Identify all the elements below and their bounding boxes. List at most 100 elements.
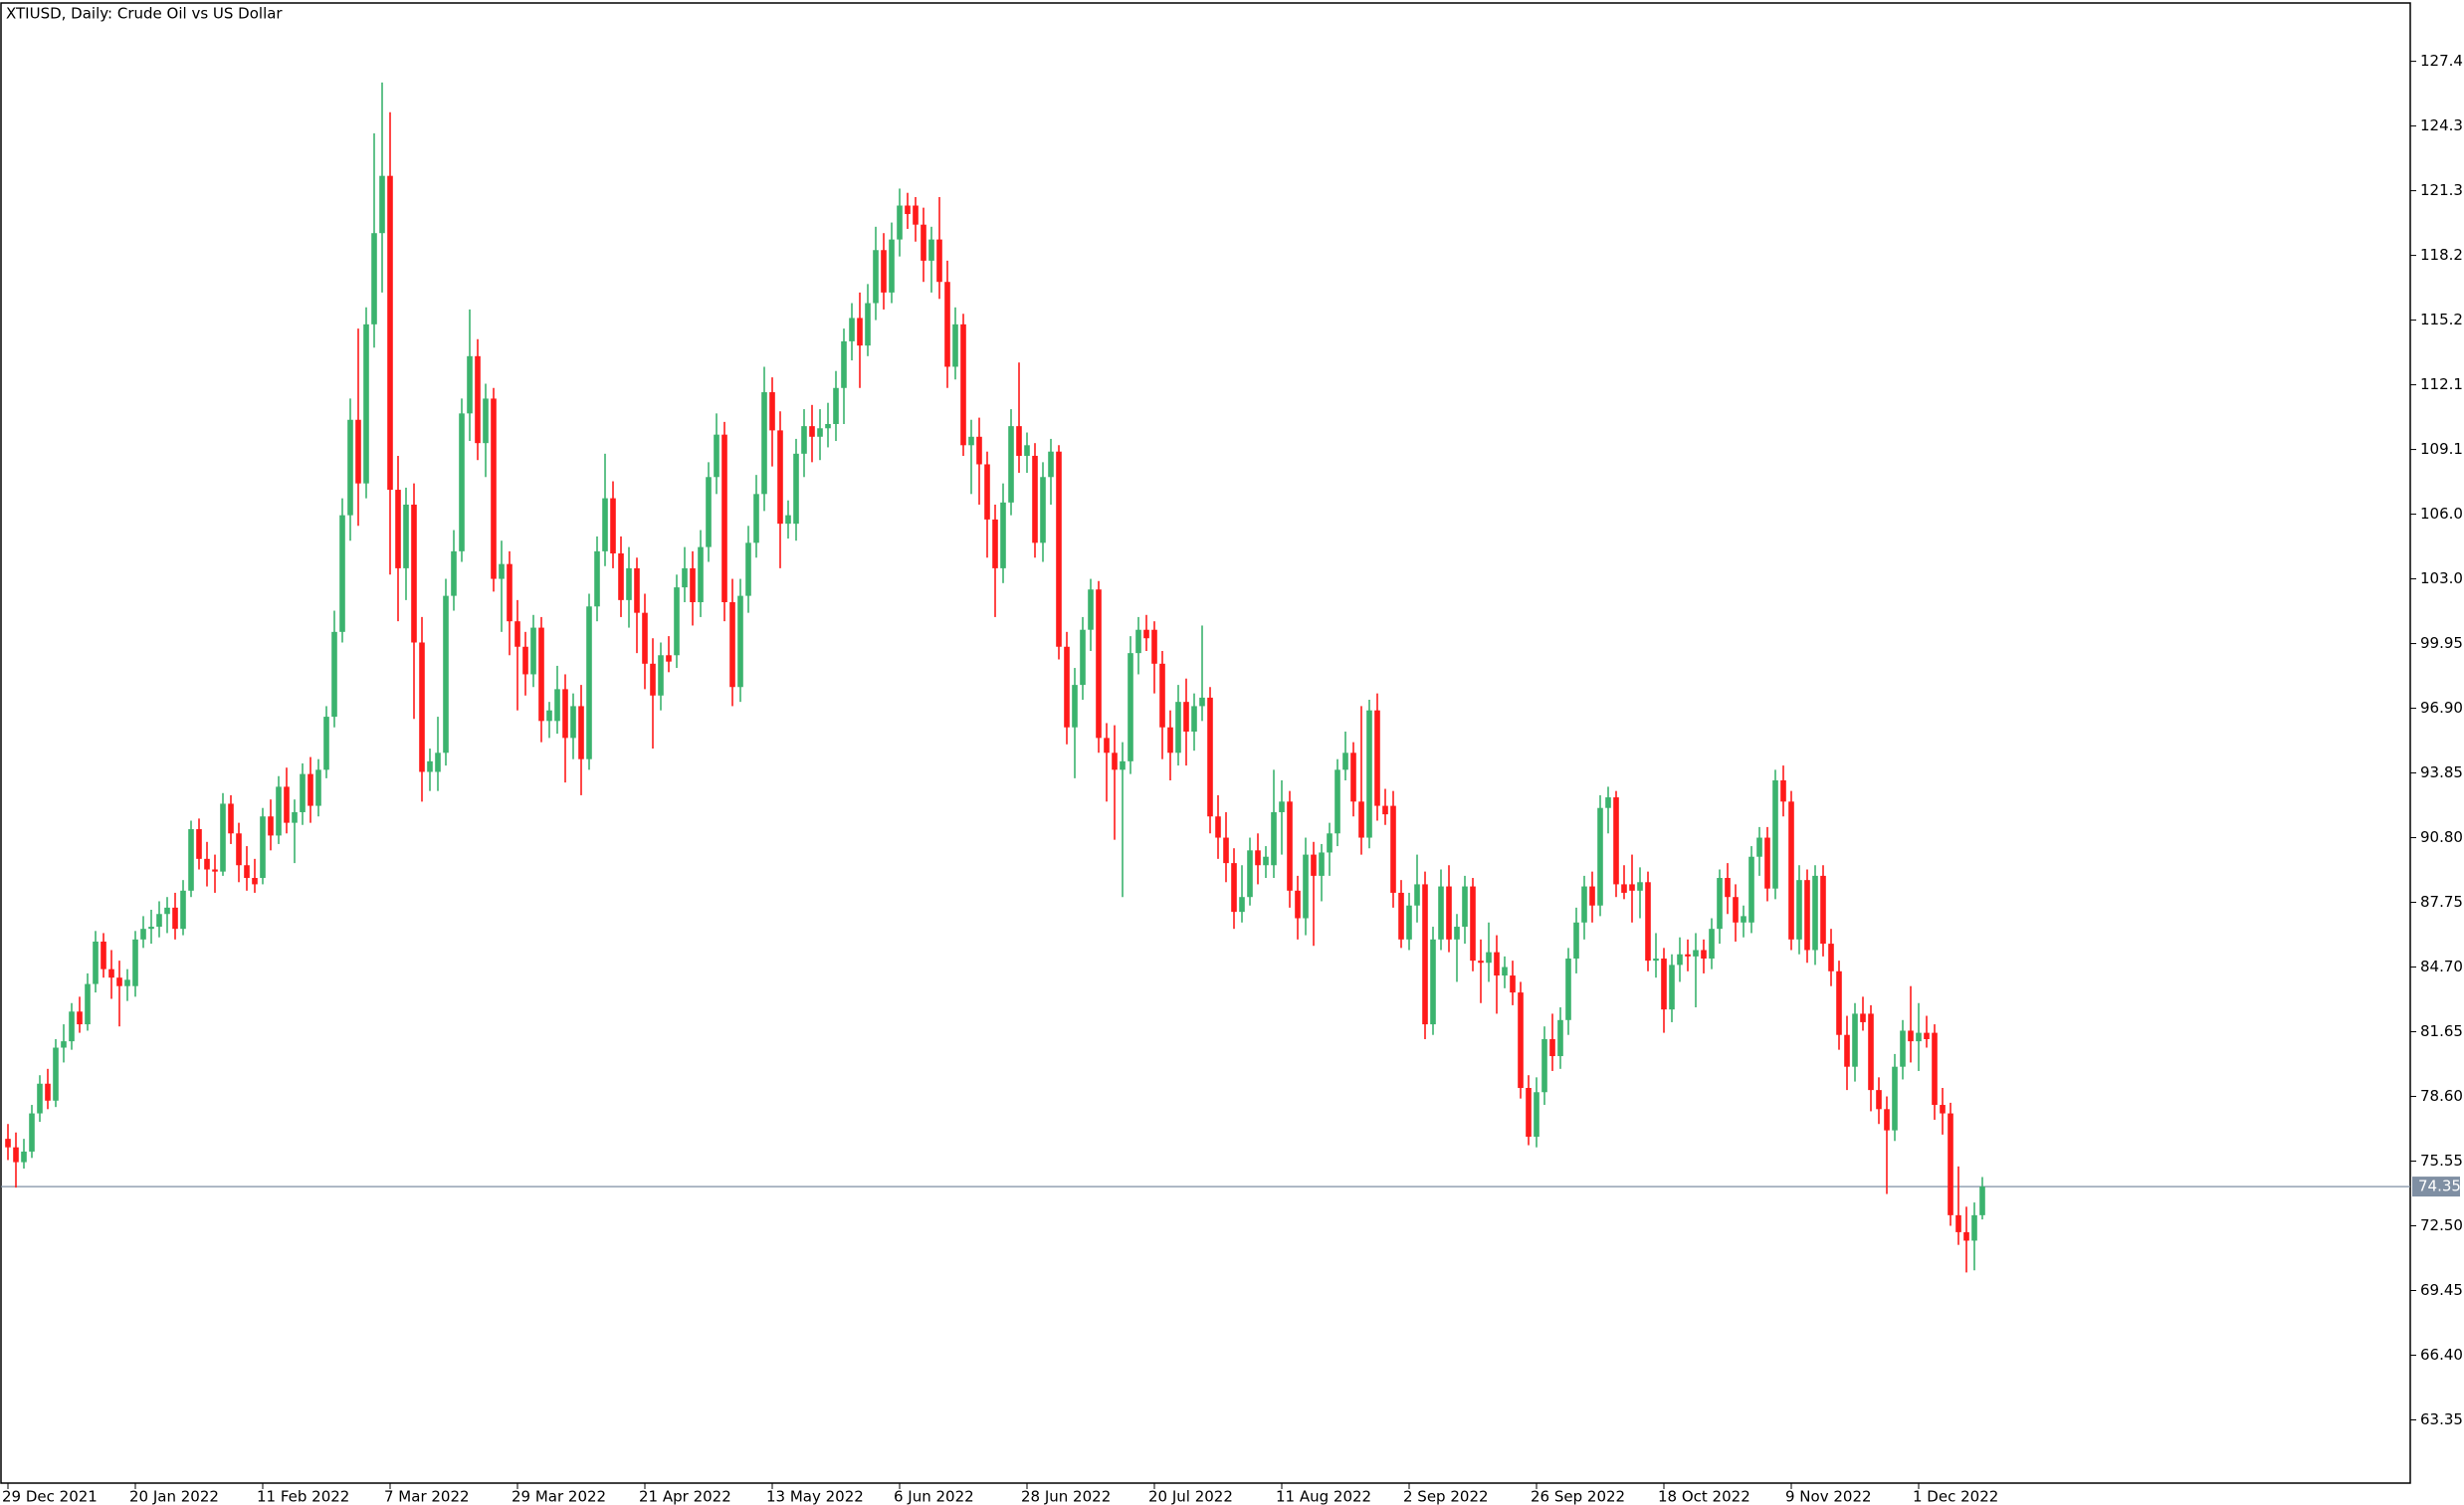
candle-body — [156, 914, 162, 928]
candle-body — [53, 1047, 59, 1101]
candle-body — [873, 250, 879, 304]
candle-body — [626, 567, 632, 600]
candle-body — [881, 250, 887, 293]
candle-body — [944, 282, 950, 367]
candle-body — [865, 303, 871, 346]
last-price-box — [2412, 1177, 2460, 1197]
y-tick-label: 118.25 — [2420, 246, 2464, 264]
y-tick-label: 99.95 — [2420, 634, 2463, 652]
x-tick-label: 11 Aug 2022 — [1276, 1488, 1371, 1505]
candle-body — [1852, 1013, 1858, 1067]
candle-body — [602, 498, 608, 551]
candle-body — [1565, 959, 1571, 1020]
candle-body — [921, 224, 926, 261]
candle-body — [1526, 1087, 1532, 1138]
candle-body — [1557, 1019, 1563, 1057]
candle-body — [1820, 875, 1826, 945]
candle-body — [1120, 760, 1126, 770]
candle-body — [1502, 967, 1508, 976]
candle-body — [212, 869, 218, 872]
candle-body — [1661, 959, 1667, 1010]
candle-body — [69, 1011, 75, 1042]
candle-body — [411, 504, 417, 643]
candle-body — [825, 424, 831, 429]
candle-body — [355, 419, 361, 484]
candle-body — [196, 829, 202, 859]
candle-body — [618, 552, 624, 600]
candle-body — [1932, 1032, 1938, 1106]
candle-body — [1167, 727, 1173, 753]
x-tick-label: 29 Mar 2022 — [512, 1488, 606, 1505]
candle-body — [1175, 702, 1181, 753]
candle-body — [1112, 752, 1118, 770]
candle-body — [1844, 1034, 1850, 1067]
candle-body — [610, 498, 616, 553]
candle-body — [1685, 954, 1691, 957]
candle-body — [729, 602, 735, 688]
candle-body — [761, 392, 767, 495]
candle-body — [1613, 797, 1619, 885]
candle-body — [634, 567, 640, 613]
candle-body — [37, 1083, 43, 1114]
y-tick-label: 66.40 — [2420, 1346, 2463, 1364]
y-tick-label: 63.35 — [2420, 1410, 2463, 1428]
x-tick-label: 26 Sep 2022 — [1531, 1488, 1625, 1505]
candle-body — [284, 786, 290, 823]
candle-body — [172, 907, 178, 930]
x-tick-label: 20 Jan 2022 — [129, 1488, 219, 1505]
candle-body — [1924, 1032, 1930, 1039]
y-tick-label: 106.05 — [2420, 505, 2464, 523]
candle-body — [1327, 833, 1333, 853]
candle-body — [1239, 897, 1245, 913]
candle-body — [897, 205, 903, 240]
candle-body — [1446, 886, 1452, 940]
candle-body — [1812, 875, 1818, 951]
candle-body — [363, 323, 369, 484]
candle-body — [913, 205, 919, 225]
candle-body — [236, 833, 242, 866]
y-tick-label: 124.35 — [2420, 116, 2464, 134]
candle-body — [491, 398, 497, 579]
candle-body — [586, 606, 592, 759]
candle-body — [1390, 805, 1396, 893]
x-tick-label: 2 Sep 2022 — [1403, 1488, 1489, 1505]
candle-body — [1549, 1038, 1555, 1057]
candle-body — [1621, 884, 1627, 893]
x-tick-label: 1 Dec 2022 — [1913, 1488, 1998, 1505]
candle-body — [1486, 952, 1492, 964]
candle-body — [1231, 863, 1237, 913]
candle-body — [690, 567, 696, 603]
candle-body — [1764, 837, 1770, 889]
candle-body — [1836, 970, 1842, 1035]
candle-body — [570, 706, 576, 739]
candle-body — [1135, 629, 1141, 654]
candle-body — [315, 769, 321, 806]
candle-body — [1064, 646, 1070, 728]
candle-body — [522, 646, 528, 675]
candle-body — [1772, 780, 1778, 889]
candle-body — [968, 436, 974, 446]
candle-body — [1828, 944, 1834, 971]
y-tick-label: 87.75 — [2420, 893, 2463, 911]
candle-body — [1701, 950, 1707, 960]
y-tick-label: 93.85 — [2420, 763, 2463, 781]
candle-body — [841, 340, 847, 388]
candle-body — [1693, 950, 1699, 957]
candle-body — [13, 1147, 19, 1163]
candle-body — [1629, 884, 1635, 891]
candle-body — [1796, 880, 1802, 940]
candle-body — [1303, 854, 1309, 919]
candle-body — [323, 717, 329, 770]
candle-body — [1104, 738, 1110, 753]
candle-body — [268, 816, 274, 836]
candle-body — [1677, 954, 1683, 966]
candle-body — [1948, 1113, 1953, 1215]
candle-body — [706, 477, 712, 547]
candle-body — [507, 563, 513, 622]
candle-body — [1589, 886, 1595, 906]
candle-body — [1462, 886, 1468, 928]
y-tick-label: 84.70 — [2420, 958, 2463, 975]
x-tick-label: 21 Apr 2022 — [639, 1488, 731, 1505]
x-tick-label: 9 Nov 2022 — [1785, 1488, 1872, 1505]
candle-body — [1884, 1109, 1890, 1131]
